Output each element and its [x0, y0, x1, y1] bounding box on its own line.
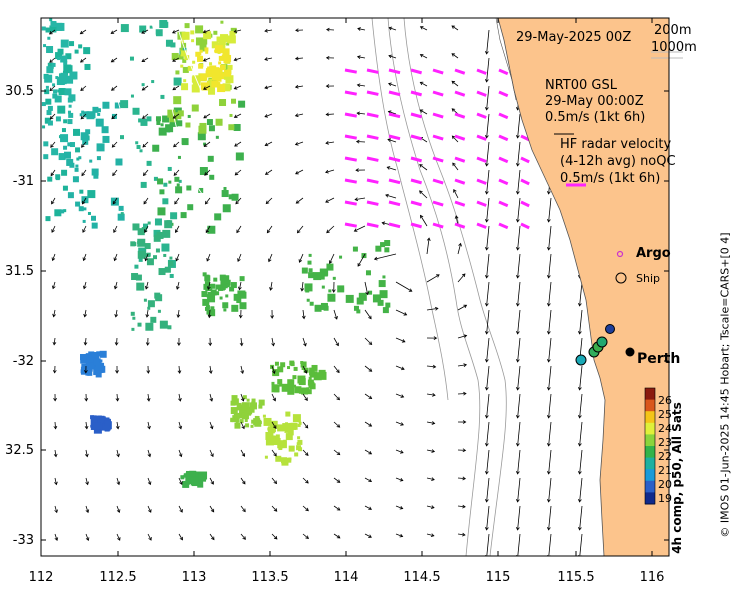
- hf-title: HF radar velocity: [560, 137, 672, 152]
- lon-tick-label: 112: [28, 570, 54, 585]
- credit-caption: © IMOS 01-Jun-2025 14:45 Hobart; Tscale=…: [718, 232, 732, 538]
- date-title: 29-May-2025 00Z: [516, 30, 632, 45]
- colorbar-tick-label: 22: [658, 450, 672, 463]
- plot-frame: [40, 17, 670, 557]
- sst-contours: [99, 18, 241, 221]
- lon-tick-label: 112.5: [99, 570, 137, 585]
- lon-tick-label: 115.5: [557, 570, 595, 585]
- isobath-1000-label: 1000m: [651, 40, 697, 55]
- ship-marker: [605, 324, 615, 334]
- sst-field: [41, 18, 391, 488]
- lon-tick-label: 113: [181, 570, 207, 585]
- lat-tick-label: -33: [12, 533, 34, 548]
- lat-tick-label: 30.5: [5, 84, 34, 99]
- ship-legend-label: Ship: [636, 272, 660, 285]
- perth-marker: [625, 347, 635, 357]
- perth-label: Perth: [637, 351, 681, 367]
- colorbar-tick-label: 26: [658, 394, 672, 407]
- colorbar-tick-label: 25: [658, 408, 672, 421]
- colorbar-tick-label: 24: [658, 422, 672, 435]
- hf-radar-vectors: [344, 68, 530, 230]
- argo-legend-marker: [616, 250, 624, 258]
- nrt-scale: 0.5m/s (1kt 6h): [545, 110, 646, 125]
- isobath-200-label: 200m: [654, 23, 692, 38]
- lat-tick-label: -31: [12, 174, 34, 189]
- lat-tick-label: -32: [12, 354, 34, 369]
- lon-tick-label: 116: [639, 570, 665, 585]
- lat-tick-label: 32.5: [5, 443, 34, 458]
- colorbar-tick-label: 23: [658, 436, 672, 449]
- ship-marker: [575, 354, 587, 366]
- ship-marker: [596, 336, 608, 348]
- colorbar: [644, 387, 656, 505]
- lat-tick-label: 31.5: [5, 264, 34, 279]
- colorbar-swatch: [645, 422, 655, 435]
- isobaths: [371, 18, 507, 556]
- colorbar-tick-label: 19: [658, 492, 672, 505]
- lon-tick-label: 114: [333, 570, 359, 585]
- ship-legend-marker: [615, 272, 627, 284]
- lon-tick-label: 115: [485, 570, 511, 585]
- land-mass: [497, 18, 669, 556]
- hf-avg: (4-12h avg) noQC: [560, 154, 676, 169]
- colorbar-swatch: [645, 469, 655, 482]
- lon-tick-label: 114.5: [403, 570, 441, 585]
- colorbar-swatch: [645, 446, 655, 459]
- colorbar-swatch: [645, 388, 655, 401]
- colorbar-swatch: [645, 411, 655, 424]
- nrt-title: NRT00 GSL: [545, 78, 617, 93]
- axis-ticks: [40, 18, 669, 556]
- colorbar-swatch: [645, 434, 655, 447]
- lon-tick-label: 113.5: [251, 570, 289, 585]
- nrt-date: 29-May 00:00Z: [545, 94, 644, 109]
- island-shelf: [495, 17, 517, 101]
- ship-markers: [575, 324, 615, 366]
- colorbar-swatch: [645, 492, 655, 505]
- colorbar-swatch: [645, 399, 655, 412]
- side-caption: 4h comp, p50, All Sats: [670, 402, 684, 554]
- colorbar-swatch: [645, 480, 655, 493]
- colorbar-tick-label: 21: [658, 464, 672, 477]
- hf-scale: 0.5m/s (1kt 6h): [560, 171, 661, 186]
- argo-legend-label: Argo: [636, 246, 671, 261]
- colorbar-swatch: [645, 457, 655, 470]
- colorbar-tick-label: 20: [658, 478, 672, 491]
